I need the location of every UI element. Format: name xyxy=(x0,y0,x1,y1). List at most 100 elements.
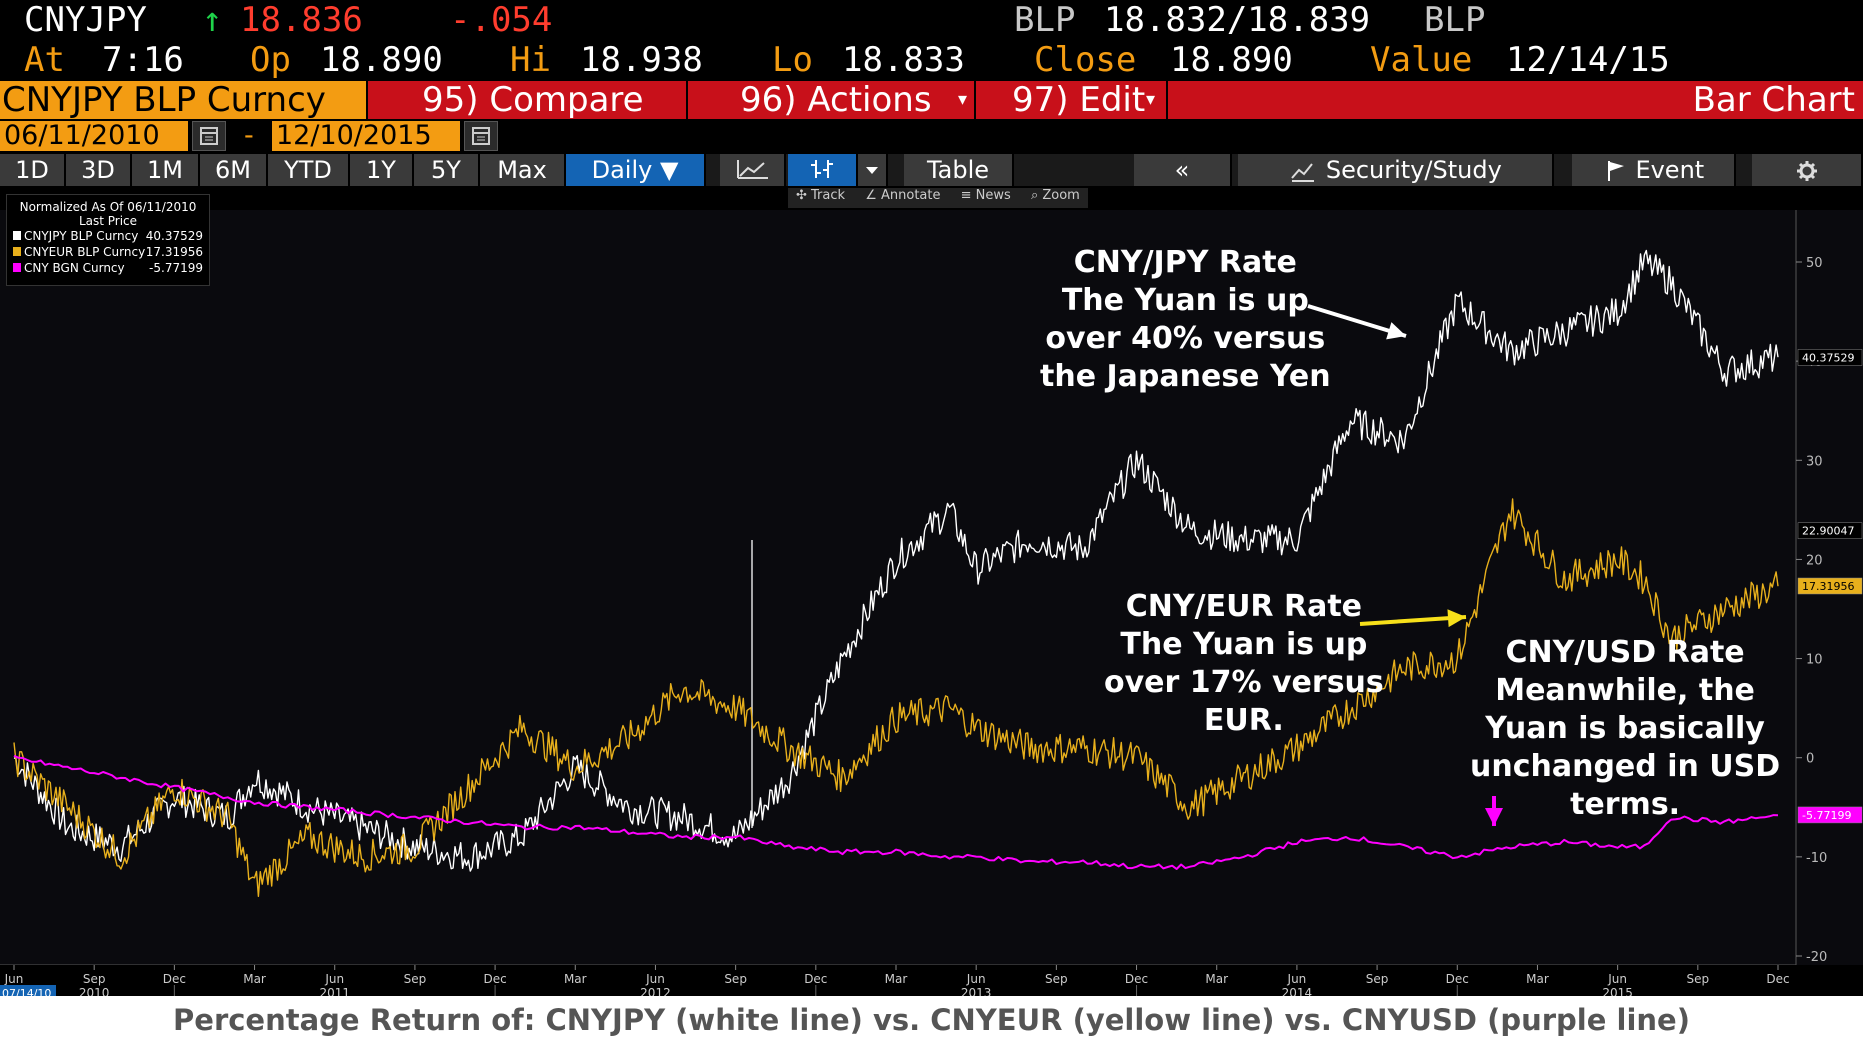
x-year-label: 2014 xyxy=(1282,986,1313,996)
up-arrow-icon: ↑ xyxy=(202,0,223,40)
x-month-label: Dec xyxy=(1766,972,1789,986)
x-year-label: 2011 xyxy=(319,986,350,996)
x-month-label: Sep xyxy=(1687,972,1710,986)
high-label: Hi xyxy=(510,40,551,80)
line-chart-button[interactable] xyxy=(720,154,786,186)
x-month-label: Jun xyxy=(1287,972,1307,986)
x-month-label: Jun xyxy=(324,972,344,986)
bar-chart-icon xyxy=(811,160,833,178)
last-price: 18.836 xyxy=(240,0,363,40)
end-date-field[interactable]: 12/10/2015 xyxy=(272,121,460,151)
quote-line-2: At 7:16 Op 18.890 Hi 18.938 Lo 18.833 Cl… xyxy=(0,40,1863,80)
x-month-label: Mar xyxy=(1205,972,1228,986)
value-label: Value xyxy=(1370,40,1473,80)
x-month-label: Sep xyxy=(1045,972,1068,986)
annotation-line: unchanged in USD xyxy=(1470,749,1781,784)
y-tick-label: 30 xyxy=(1806,454,1823,469)
x-month-label: Sep xyxy=(83,972,106,986)
table-button[interactable]: Table xyxy=(904,154,1014,186)
legend-series-name: CNYJPY BLP Curncy xyxy=(24,229,139,243)
legend-header: Normalized As Of 06/11/2010 xyxy=(19,200,197,214)
chart-tool-row: ✣ Track ∠ Annotate ≡ News ⌕ Zoom xyxy=(788,188,1088,208)
menu-divider xyxy=(366,81,368,119)
study-icon xyxy=(1291,163,1315,182)
ticker-symbol: CNYJPY xyxy=(24,0,147,40)
end-calendar-icon[interactable] xyxy=(464,121,498,151)
y-tick-label: 20 xyxy=(1806,553,1823,568)
range-tab-5y[interactable]: 5Y xyxy=(414,154,480,186)
security-field[interactable]: CNYJPY BLP Curncy xyxy=(0,81,366,119)
chart-type-label[interactable]: Bar Chart xyxy=(1692,80,1855,120)
chart-toolbar: 1D 3D 1M 6M YTD 1Y 5Y Max Daily ▼ Table … xyxy=(0,154,1863,186)
legend-series-name: CNY BGN Curncy xyxy=(24,261,125,275)
x-month-label: Mar xyxy=(243,972,266,986)
annotation-line: over 17% versus xyxy=(1104,665,1384,700)
x-month-label: Jun xyxy=(966,972,986,986)
annotation-jpy: CNY/JPY Rate The Yuan is up over 40% ver… xyxy=(1040,244,1331,396)
range-tab-ytd[interactable]: YTD xyxy=(268,154,350,186)
settings-button[interactable] xyxy=(1752,154,1863,186)
x-month-label: Mar xyxy=(885,972,908,986)
track-tool[interactable]: ✣ Track xyxy=(796,188,846,203)
start-calendar-icon[interactable] xyxy=(192,121,226,151)
annotation-line: CNY/USD Rate xyxy=(1505,635,1745,670)
legend-series-value: -5.77199 xyxy=(149,261,203,275)
range-tab-max[interactable]: Max xyxy=(480,154,566,186)
y-tick-label: 0 xyxy=(1806,752,1814,767)
chevron-down-icon xyxy=(866,167,878,174)
arrow-eur-head xyxy=(1447,609,1466,628)
y-tick-label: -10 xyxy=(1806,851,1827,866)
chart-legend: Normalized As Of 06/11/2010 Last Price C… xyxy=(6,194,210,286)
value-tag-box xyxy=(1797,522,1863,539)
collapse-button[interactable]: « xyxy=(1134,154,1232,186)
zoom-tool[interactable]: ⌕ Zoom xyxy=(1030,188,1080,203)
value-tag-label: 40.37529 xyxy=(1802,351,1855,364)
news-label: News xyxy=(975,188,1011,203)
period-dropdown[interactable]: Daily ▼ xyxy=(566,154,706,186)
zoom-label: Zoom xyxy=(1042,188,1080,203)
series-line-cnyeur xyxy=(13,498,1779,897)
series-line-cnyjpy xyxy=(13,249,1779,872)
range-tab-6m[interactable]: 6M xyxy=(200,154,268,186)
quote-line-1: CNYJPY ↑ 18.836 -.054 BLP 18.832/18.839 … xyxy=(0,0,1863,40)
x-year-label: 2012 xyxy=(640,986,671,996)
annotation-line: Meanwhile, the xyxy=(1495,673,1755,708)
flag-icon xyxy=(1607,161,1624,181)
figure-caption: Percentage Return of: CNYJPY (white line… xyxy=(0,996,1863,1045)
value-tag-label: -5.77199 xyxy=(1802,809,1851,822)
legend-item: CNY BGN Curncy -5.77199 xyxy=(7,260,209,276)
start-date-field[interactable]: 06/11/2010 xyxy=(0,121,188,151)
close-price: 18.890 xyxy=(1170,40,1293,80)
range-tab-3d[interactable]: 3D xyxy=(66,154,132,186)
y-tick-label: 50 xyxy=(1806,256,1823,271)
news-tool[interactable]: ≡ News xyxy=(960,188,1011,203)
close-label: Close xyxy=(1034,40,1137,80)
annotate-tool[interactable]: ∠ Annotate xyxy=(865,188,941,203)
security-study-button[interactable]: Security/Study xyxy=(1238,154,1554,186)
annotation-line: Yuan is basically xyxy=(1485,711,1765,746)
x-start-date: 07/14/10 xyxy=(2,987,51,996)
value-tag-box xyxy=(1797,349,1863,366)
annotation-line: The Yuan is up xyxy=(1061,283,1309,318)
edit-dropdown-icon[interactable]: ▾ xyxy=(1146,89,1156,110)
range-tab-1d[interactable]: 1D xyxy=(0,154,66,186)
range-tab-1m[interactable]: 1M xyxy=(132,154,200,186)
actions-dropdown-icon[interactable]: ▾ xyxy=(958,89,968,110)
actions-menu[interactable]: 96) Actions xyxy=(740,80,932,120)
annotation-line: terms. xyxy=(1570,787,1681,822)
x-start-date-box xyxy=(0,985,56,996)
open-label: Op xyxy=(250,40,291,80)
event-button[interactable]: Event xyxy=(1572,154,1736,186)
compare-menu[interactable]: 95) Compare xyxy=(422,80,644,120)
legend-swatch xyxy=(13,247,21,256)
chart-style-dropdown[interactable] xyxy=(858,154,888,186)
low-label: Lo xyxy=(772,40,813,80)
annotation-eur: CNY/EUR Rate The Yuan is up over 17% ver… xyxy=(1104,588,1384,740)
x-year-label: 2013 xyxy=(961,986,992,996)
bar-chart-button[interactable] xyxy=(788,154,858,186)
edit-menu[interactable]: 97) Edit xyxy=(1012,80,1146,120)
annotation-line: EUR. xyxy=(1203,703,1284,738)
range-tab-1y[interactable]: 1Y xyxy=(350,154,414,186)
track-label: Track xyxy=(811,188,846,203)
x-month-label: Dec xyxy=(804,972,827,986)
